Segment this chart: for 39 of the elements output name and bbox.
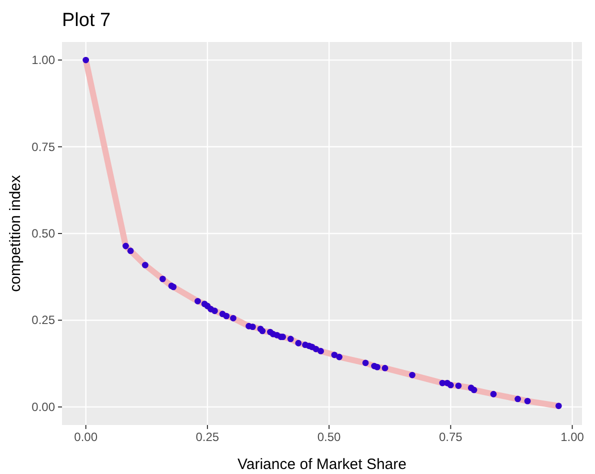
x-tick-label: 0.25 bbox=[196, 430, 220, 444]
point bbox=[194, 298, 201, 304]
point bbox=[447, 382, 454, 388]
point bbox=[127, 248, 134, 254]
y-tick-label: 0.25 bbox=[32, 313, 56, 328]
point bbox=[374, 364, 380, 370]
point bbox=[490, 390, 497, 398]
point bbox=[122, 242, 129, 250]
point bbox=[409, 372, 416, 378]
point bbox=[514, 396, 521, 402]
x-tick-label: 0.50 bbox=[317, 430, 342, 444]
y-tick-label: 0.75 bbox=[32, 140, 56, 154]
point bbox=[230, 314, 236, 322]
point bbox=[82, 56, 90, 64]
point bbox=[555, 402, 562, 410]
y-tick-label: 0.50 bbox=[32, 226, 56, 240]
point bbox=[382, 364, 388, 372]
point bbox=[287, 336, 294, 342]
chart-title: Plot 7 bbox=[62, 10, 111, 31]
point bbox=[249, 324, 256, 330]
y-tick-label: 1.00 bbox=[32, 53, 56, 68]
point bbox=[362, 360, 369, 366]
point bbox=[524, 398, 531, 404]
x-tick-label: 0.75 bbox=[438, 430, 463, 444]
y-axis-title: competition index bbox=[7, 174, 24, 292]
point bbox=[455, 382, 462, 389]
point bbox=[142, 262, 148, 268]
point bbox=[212, 308, 218, 314]
point bbox=[223, 312, 230, 320]
point bbox=[159, 276, 166, 282]
point bbox=[336, 354, 342, 360]
point bbox=[318, 348, 324, 354]
y-tick-label: 0.00 bbox=[32, 400, 56, 414]
point bbox=[331, 352, 338, 358]
point bbox=[295, 340, 302, 346]
x-tick-label: 1.00 bbox=[560, 430, 584, 444]
x-tick-label: 0.00 bbox=[74, 430, 98, 444]
x-axis-title: Variance of Market Share bbox=[238, 456, 406, 473]
point bbox=[470, 386, 478, 394]
